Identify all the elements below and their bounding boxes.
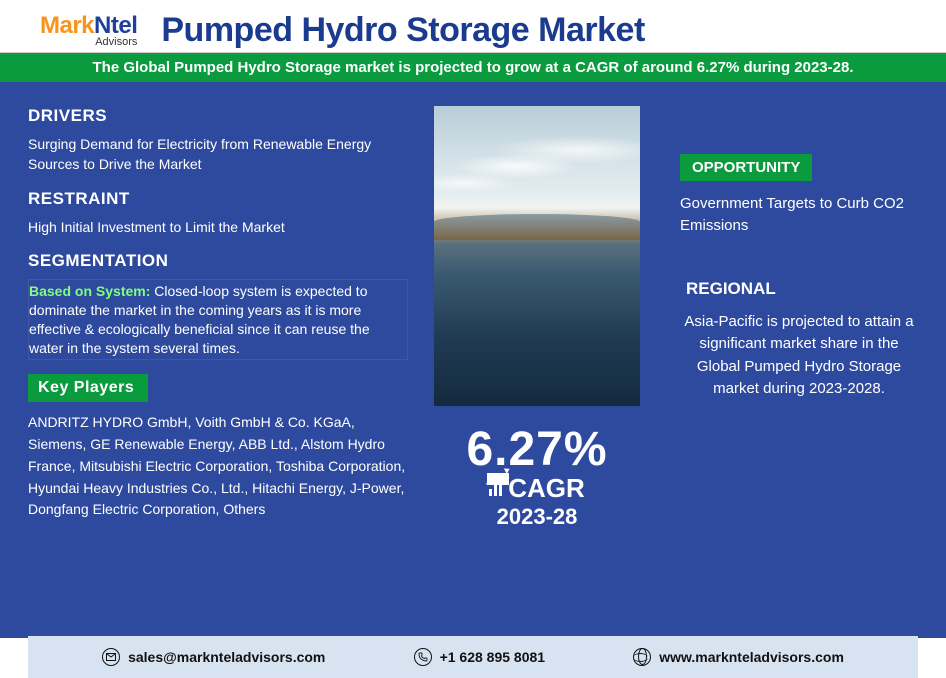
logo-ntel: Ntel (94, 12, 137, 39)
footer-email: sales@marknteladvisors.com (102, 648, 325, 666)
footer-phone: +1 628 895 8081 (414, 648, 546, 666)
regional-text: Asia-Pacific is projected to attain a si… (680, 311, 918, 401)
segmentation-heading: SEGMENTATION (28, 251, 408, 271)
email-text: sales@marknteladvisors.com (128, 649, 325, 665)
regional-heading: REGIONAL (680, 279, 918, 299)
left-column: DRIVERS Surging Demand for Electricity f… (28, 106, 408, 626)
restraint-text: High Initial Investment to Limit the Mar… (28, 217, 408, 237)
segmentation-label: Based on System: (29, 283, 150, 299)
growth-chart-icon (489, 481, 502, 496)
opportunity-text: Government Targets to Curb CO2 Emissions (680, 193, 918, 237)
period-label: 2023-28 (497, 504, 578, 530)
key-players-badge: Key Players (28, 374, 148, 402)
right-column: OPPORTUNITY Government Targets to Curb C… (680, 106, 918, 626)
hydro-storage-image (434, 106, 640, 406)
web-text: www.marknteladvisors.com (659, 649, 844, 665)
middle-column: 6.27% CAGR 2023-28 (422, 106, 652, 626)
header: MarkNtel Advisors Pumped Hydro Storage M… (0, 0, 946, 52)
headline-banner: The Global Pumped Hydro Storage market i… (0, 52, 946, 82)
restraint-heading: RESTRAINT (28, 189, 408, 209)
cagr-label: CAGR (508, 473, 585, 504)
phone-icon (414, 648, 432, 666)
main-content: DRIVERS Surging Demand for Electricity f… (0, 82, 946, 638)
logo-mark: Mark (40, 12, 94, 39)
globe-icon (633, 648, 651, 666)
segmentation-box: Based on System: Closed-loop system is e… (28, 279, 408, 361)
opportunity-badge: OPPORTUNITY (680, 154, 812, 181)
footer: sales@marknteladvisors.com +1 628 895 80… (28, 636, 918, 678)
page-title: Pumped Hydro Storage Market (161, 11, 644, 50)
footer-web: www.marknteladvisors.com (633, 648, 844, 666)
logo: MarkNtel Advisors (40, 12, 137, 48)
phone-text: +1 628 895 8081 (440, 649, 546, 665)
email-icon (102, 648, 120, 666)
drivers-heading: DRIVERS (28, 106, 408, 126)
drivers-text: Surging Demand for Electricity from Rene… (28, 134, 408, 175)
key-players-text: ANDRITZ HYDRO GmbH, Voith GmbH & Co. KGa… (28, 412, 408, 520)
cagr-label-row: CAGR (489, 473, 585, 504)
cagr-value: 6.27% (466, 422, 607, 477)
